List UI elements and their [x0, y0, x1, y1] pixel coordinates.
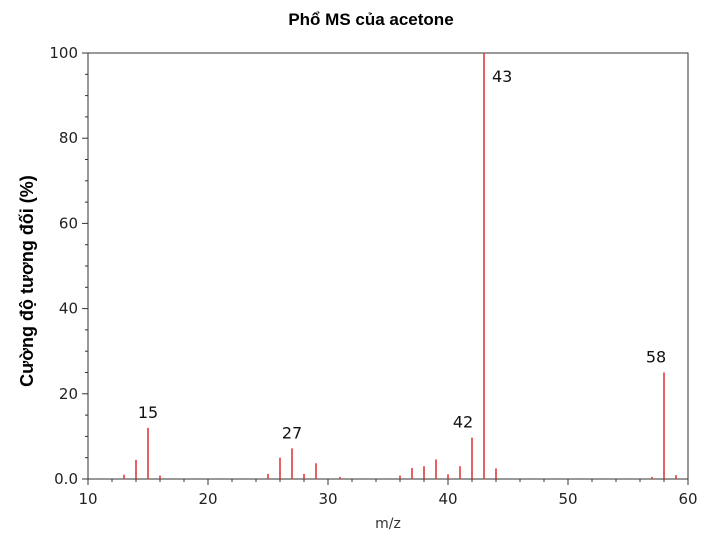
x-axis-label: m/z	[375, 516, 401, 532]
x-tick-label: 40	[438, 490, 457, 508]
x-tick-label: 20	[198, 490, 217, 508]
spectrum-peaks	[123, 53, 677, 479]
axis-ticks: 10 20 30 40 50 60 0.0 20 40 60 80 100	[49, 44, 697, 508]
peak-label: 58	[646, 348, 666, 367]
peak-label: 42	[453, 413, 473, 432]
y-tick-label: 80	[59, 129, 78, 147]
x-tick-label: 30	[318, 490, 337, 508]
chart-title: Phổ MS của acetone	[288, 10, 453, 29]
y-tick-label: 0.0	[54, 470, 78, 488]
plot-frame	[87, 52, 689, 480]
x-tick-label: 10	[78, 490, 97, 508]
peak-labels: 15 27 42 43 58	[138, 67, 666, 442]
x-tick-label: 50	[558, 490, 577, 508]
peak-label: 15	[138, 403, 158, 422]
y-axis-label: Cường độ tương đối (%)	[17, 175, 37, 387]
peak-label: 27	[282, 423, 302, 442]
peak-label: 43	[492, 67, 512, 86]
y-tick-label: 100	[49, 44, 78, 62]
y-tick-label: 40	[59, 300, 78, 318]
y-tick-label: 20	[59, 385, 78, 403]
x-tick-label: 60	[678, 490, 697, 508]
y-tick-label: 60	[59, 214, 78, 232]
